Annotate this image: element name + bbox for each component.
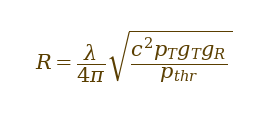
Text: $R = \dfrac{\lambda}{4\pi}\sqrt{\dfrac{c^2 p_T g_T g_R}{p_{thr}}}$: $R = \dfrac{\lambda}{4\pi}\sqrt{\dfrac{c… (35, 29, 232, 85)
